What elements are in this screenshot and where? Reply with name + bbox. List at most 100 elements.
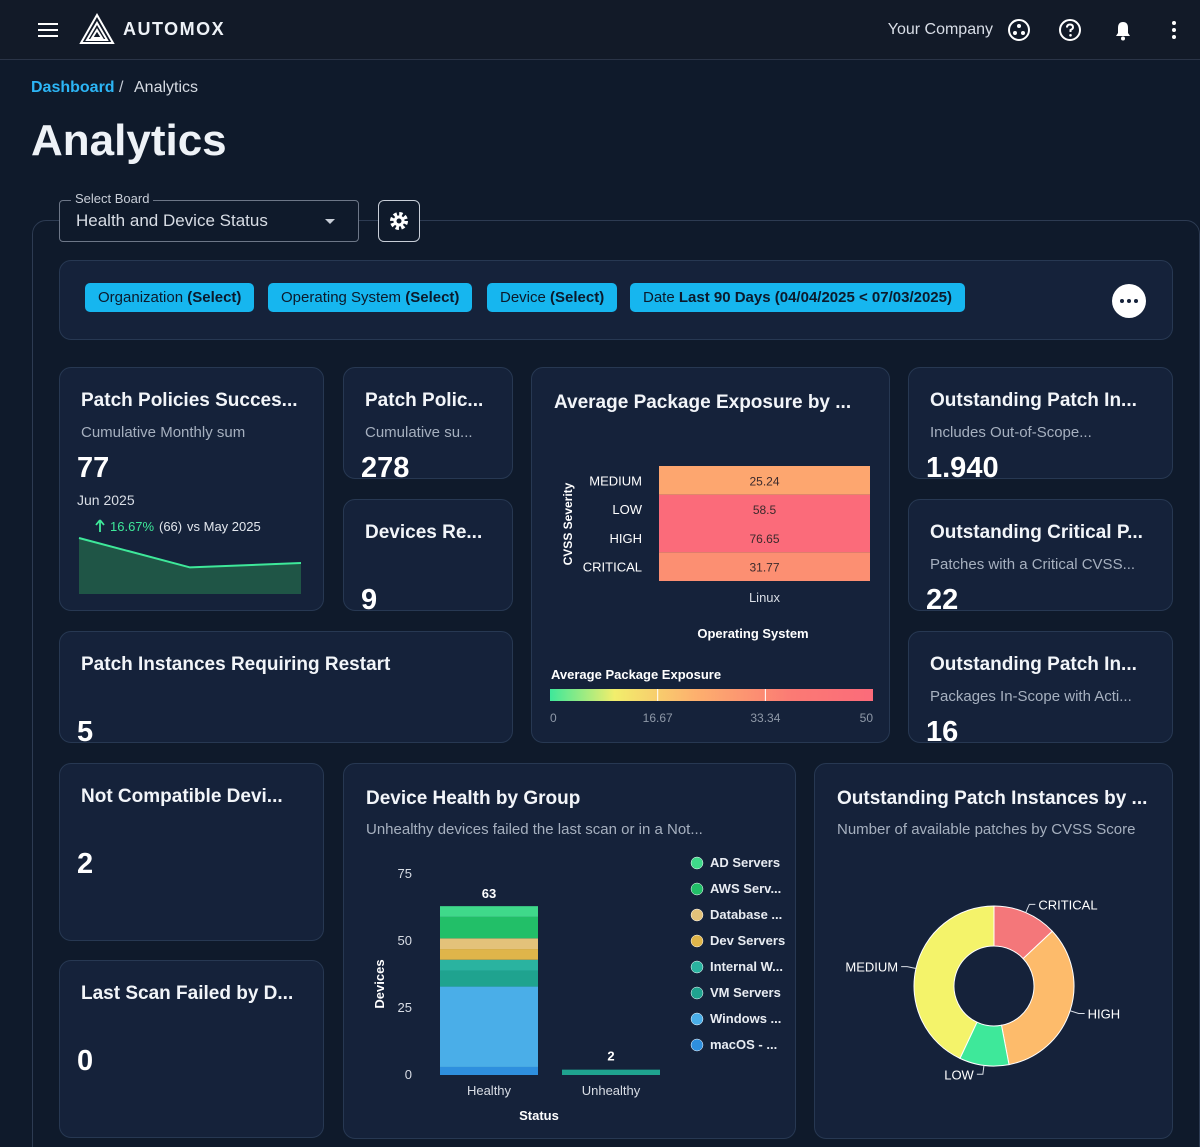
card-value: 77 (77, 452, 110, 484)
y-axis-label: Devices (372, 959, 387, 1008)
colorbar-tick-label: 33.34 (750, 711, 780, 725)
chart-card: Average Package Exposure by ... 25.24 MEDI… (531, 367, 890, 743)
cell-label: 76.65 (749, 532, 779, 546)
card-value: 278 (361, 452, 410, 479)
pie-slice (913, 905, 995, 1060)
cell-label: 31.77 (749, 561, 779, 575)
legend-marker (690, 1012, 704, 1026)
label-leader (1069, 1010, 1085, 1015)
sparkline-area (79, 538, 301, 594)
heatmap-cell (659, 523, 870, 553)
x-tick-label: Healthy (467, 1083, 512, 1098)
slice-label: HIGH (1088, 1007, 1121, 1022)
card-title: Patch Instances Requiring Restart (81, 654, 391, 675)
y-tick-label: 25 (398, 1000, 412, 1015)
chart-title: Average Package Exposure by ... (554, 392, 851, 413)
bar-total-label: 63 (482, 886, 496, 901)
label-leader (976, 1065, 985, 1075)
colorbar-title: Average Package Exposure (551, 667, 721, 682)
card-subtitle: Includes Out-of-Scope... (930, 424, 1092, 441)
legend-label: Internal W... (710, 959, 783, 974)
slice-label: CRITICAL (1038, 897, 1097, 912)
kpi-card: Devices Re... 9 (343, 499, 513, 611)
breadcrumb-separator: / (119, 79, 124, 96)
gear-icon (390, 212, 408, 230)
label-leader (1025, 903, 1036, 913)
breadcrumb-current: Analytics (134, 79, 199, 96)
card-value: 5 (77, 716, 94, 743)
card-value: 16 (926, 716, 959, 743)
menu-button[interactable] (37, 20, 59, 40)
card-title: Last Scan Failed by D... (81, 983, 294, 1004)
brand: AUTOMOX (123, 19, 226, 39)
bar-segment (440, 1066, 538, 1075)
filter-chip[interactable]: Operating System (Select) (268, 283, 473, 312)
trend-arrow (95, 519, 105, 532)
card-value: 9 (361, 584, 378, 611)
settings-button[interactable] (378, 200, 420, 242)
slice-label: LOW (944, 1067, 974, 1082)
comparison-period: vs May 2025 (187, 519, 261, 534)
chart: Outstanding Patch Instances by ... Number… (837, 788, 1147, 1082)
filter-value: (Select) (405, 289, 460, 306)
card-subtitle: Packages In-Scope with Acti... (930, 688, 1132, 705)
filter-value: (Select) (187, 289, 242, 306)
x-axis-label: Status (519, 1108, 559, 1123)
filter-options-button[interactable] (1111, 283, 1147, 319)
filter-name: Operating System (281, 289, 402, 306)
y-tick-label: 50 (398, 933, 412, 948)
legend-label: VM Servers (710, 985, 781, 1000)
bar-segment (440, 959, 538, 971)
y-tick-label: HIGH (610, 531, 643, 546)
change-percent: 16.67% (110, 519, 155, 534)
bar-segment (440, 949, 538, 960)
y-axis-label: CVSS Severity (561, 482, 575, 565)
bar-segment (440, 970, 538, 987)
chart-card: Device Health by Group Unhealthy devices … (343, 763, 796, 1139)
card-subtitle: Cumulative Monthly sum (81, 424, 246, 441)
legend-marker (690, 960, 704, 974)
dropdown-caret (325, 219, 335, 224)
legend-marker (690, 1038, 704, 1052)
company-name[interactable]: Your Company (887, 21, 993, 38)
chart-title: Outstanding Patch Instances by ... (837, 788, 1147, 809)
org-icon[interactable] (1007, 18, 1031, 42)
card-value: 1.940 (926, 452, 999, 479)
y-tick-label: 75 (398, 866, 412, 881)
card-subtitle: Patches with a Critical CVSS... (930, 556, 1136, 573)
breadcrumb-link[interactable]: Dashboard (31, 79, 115, 96)
x-tick-label: Linux (749, 590, 781, 605)
page-title: Analytics (31, 116, 227, 165)
board-select-label: Select Board (71, 191, 154, 206)
colorbar-tick-label: 16.67 (643, 711, 673, 725)
filter-chip[interactable]: Device (Select) (487, 283, 618, 312)
help-icon[interactable] (1058, 18, 1082, 42)
bar-segment (440, 938, 538, 950)
filter-chip[interactable]: Organization (Select) (85, 283, 255, 312)
heatmap-cell (659, 466, 870, 495)
legend-label: Windows ... (710, 1011, 781, 1026)
pie-slice (1000, 930, 1075, 1066)
chart: Average Package Exposure by ... 25.24 MEDI… (550, 392, 874, 725)
y-tick-label: 0 (405, 1067, 412, 1082)
sparkline (78, 537, 302, 594)
legend-label: AWS Serv... (710, 881, 781, 896)
legend-marker (690, 856, 704, 870)
y-tick-label: MEDIUM (589, 473, 642, 488)
filter-name: Device (500, 289, 546, 306)
legend-label: Database ... (710, 907, 782, 922)
colorbar-tick-label: 50 (860, 711, 874, 725)
board-select[interactable]: Health and Device Status (59, 200, 359, 242)
card-subtitle: Cumulative su... (365, 424, 473, 441)
more-menu[interactable] (1166, 18, 1182, 42)
bar-segment (440, 986, 538, 1067)
card-title: Outstanding Patch In... (930, 654, 1137, 675)
bar-total-label: 2 (607, 1049, 614, 1064)
chart-card: Outstanding Patch Instances by ... Number… (814, 763, 1173, 1139)
filter-chip[interactable]: Date Last 90 Days (04/04/2025 < 07/03/20… (630, 283, 965, 312)
kpi-card: Patch Policies Succes... Cumulative Month… (59, 367, 324, 611)
kpi-card: Not Compatible Devi... 2 (59, 763, 324, 941)
notifications-icon[interactable] (1111, 18, 1135, 42)
legend-label: Dev Servers (710, 933, 785, 948)
